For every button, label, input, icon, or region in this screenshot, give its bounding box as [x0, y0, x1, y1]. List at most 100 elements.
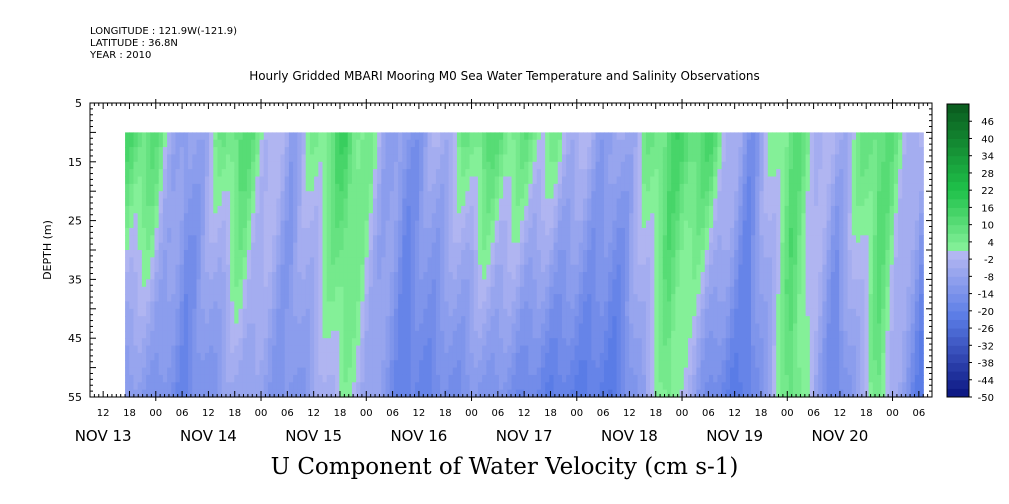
heatmap-cell: [158, 227, 164, 236]
heatmap-cell: [150, 264, 156, 273]
heatmap-cell: [339, 286, 345, 295]
heatmap-cell: [666, 235, 672, 244]
heatmap-cell: [175, 176, 181, 185]
heatmap-cell: [469, 352, 475, 361]
heatmap-cell: [608, 338, 613, 347]
heatmap-cell: [293, 205, 298, 214]
heatmap-cell: [393, 338, 399, 347]
heatmap-cell: [225, 374, 231, 383]
heatmap-cell: [196, 205, 202, 214]
heatmap-cell: [532, 169, 538, 178]
heatmap-cell: [356, 161, 361, 170]
heatmap-cell: [498, 250, 504, 258]
heatmap-cell: [704, 294, 710, 303]
heatmap-cell: [519, 176, 525, 185]
heatmap-cell: [330, 330, 336, 339]
heatmap-cell: [532, 220, 538, 229]
heatmap-cell: [444, 330, 450, 339]
heatmap-cell: [452, 272, 458, 280]
heatmap-cell: [465, 161, 471, 170]
heatmap-cell: [629, 389, 634, 398]
heatmap-cell: [666, 272, 672, 280]
heatmap-cell: [288, 374, 294, 383]
heatmap-cell: [574, 264, 580, 273]
heatmap-cell: [511, 242, 517, 251]
heatmap-cell: [238, 360, 244, 369]
heatmap-cell: [171, 198, 177, 207]
heatmap-cell: [671, 147, 676, 156]
heatmap-cell: [654, 161, 660, 170]
heatmap-cell: [503, 161, 508, 170]
heatmap-cell: [364, 154, 370, 163]
heatmap-cell: [448, 257, 454, 266]
heatmap-cell: [633, 286, 639, 295]
heatmap-cell: [566, 294, 571, 303]
heatmap-cell: [150, 330, 156, 339]
heatmap-cell: [692, 374, 697, 383]
heatmap-cell: [419, 220, 424, 229]
heatmap-cell: [230, 169, 235, 178]
heatmap-cell: [524, 191, 529, 200]
heatmap-cell: [162, 169, 168, 178]
heatmap-cell: [465, 286, 471, 295]
heatmap-cell: [183, 220, 189, 229]
heatmap-cell: [343, 250, 349, 258]
heatmap-cell: [553, 176, 559, 185]
heatmap-cell: [406, 264, 412, 273]
heatmap-cell: [150, 374, 156, 383]
heatmap-cell: [389, 345, 395, 354]
heatmap-cell: [129, 272, 135, 280]
heatmap-cell: [603, 338, 609, 347]
heatmap-cell: [482, 227, 487, 236]
heatmap-cell: [633, 272, 639, 280]
heatmap-cell: [570, 242, 576, 251]
heatmap-cell: [448, 132, 454, 141]
heatmap-cell: [620, 220, 626, 229]
heatmap-cell: [498, 389, 504, 398]
heatmap-cell: [221, 154, 227, 163]
heatmap-cell: [557, 213, 563, 222]
heatmap-cell: [524, 301, 529, 310]
heatmap-cell: [603, 191, 609, 200]
heatmap-cell: [204, 205, 210, 214]
heatmap-cell: [620, 191, 626, 200]
heatmap-cell: [608, 301, 613, 310]
heatmap-cell: [696, 264, 702, 273]
heatmap-cell: [431, 272, 437, 280]
heatmap-cell: [234, 264, 240, 273]
heatmap-cell: [263, 389, 269, 398]
heatmap-cell: [578, 191, 584, 200]
heatmap-cell: [255, 389, 261, 398]
heatmap-cell: [616, 132, 622, 141]
heatmap-cell: [297, 360, 303, 369]
heatmap-cell: [162, 235, 168, 244]
heatmap-cell: [440, 308, 445, 317]
heatmap-cell: [515, 279, 521, 288]
heatmap-cell: [129, 352, 135, 361]
heatmap-cell: [263, 147, 269, 156]
heatmap-cell: [566, 198, 571, 207]
heatmap-cell: [343, 360, 349, 369]
heatmap-cell: [309, 374, 315, 383]
heatmap-cell: [381, 279, 387, 288]
heatmap-cell: [473, 389, 479, 398]
heatmap-cell: [368, 235, 374, 244]
heatmap-cell: [419, 257, 424, 266]
heatmap-cell: [687, 382, 693, 391]
heatmap-cell: [162, 272, 168, 280]
heatmap-cell: [356, 308, 361, 317]
heatmap-cell: [444, 338, 450, 347]
heatmap-cell: [679, 367, 685, 376]
heatmap-cell: [339, 139, 345, 148]
heatmap-cell: [377, 250, 382, 258]
heatmap-cell: [431, 279, 437, 288]
heatmap-cell: [545, 308, 550, 317]
heatmap-cell: [402, 279, 408, 288]
heatmap-cell: [398, 382, 403, 391]
heatmap-cell: [440, 382, 445, 391]
heatmap-cell: [381, 323, 387, 332]
heatmap-cell: [507, 220, 513, 229]
heatmap-cell: [318, 374, 324, 383]
heatmap-cell: [553, 294, 559, 303]
heatmap-cell: [251, 139, 256, 148]
